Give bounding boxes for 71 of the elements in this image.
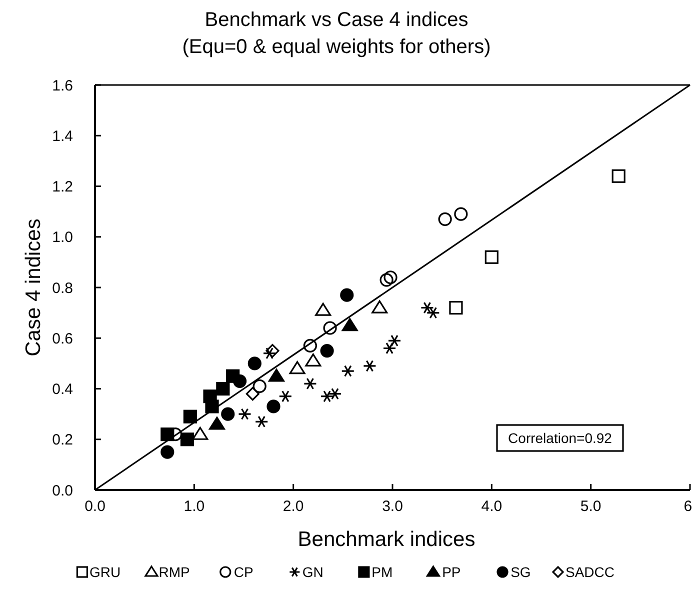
point <box>192 426 208 440</box>
y-axis-title: Case 4 indices <box>22 218 45 356</box>
point <box>183 410 197 424</box>
point <box>305 354 322 367</box>
point <box>384 270 398 284</box>
point <box>362 360 376 372</box>
point <box>454 207 468 221</box>
legend-label: PP <box>442 564 461 580</box>
chart-title: Benchmark vs Case 4 indices <box>204 9 468 31</box>
annotation: Correlation=0.92 <box>508 430 612 446</box>
point <box>303 378 317 390</box>
point <box>315 302 332 316</box>
point <box>320 344 334 358</box>
y-tick-label: 1.2 <box>52 178 73 196</box>
point <box>380 273 394 287</box>
point <box>303 338 317 353</box>
point <box>289 361 306 374</box>
x-tick-label: 6. <box>684 498 693 515</box>
y-tick-label: 0.2 <box>52 432 73 449</box>
y-tick-label: 0.0 <box>52 482 73 500</box>
point <box>248 356 262 370</box>
point <box>438 212 452 226</box>
point <box>205 400 219 414</box>
y-tick-label: 0.6 <box>52 330 73 348</box>
chart-subtitle: (Equ=0 & equal weights for others) <box>182 36 491 58</box>
legend-label: RMP <box>158 564 190 580</box>
y-tick-label: 1.0 <box>52 229 73 246</box>
point <box>238 408 252 420</box>
legend-label: CP <box>234 564 254 580</box>
y-tick-label: 1.4 <box>52 128 73 145</box>
x-tick-label: 2.0 <box>282 498 304 515</box>
point <box>160 428 174 442</box>
point <box>266 400 280 414</box>
point <box>268 368 284 382</box>
point <box>180 432 194 446</box>
y-tick-label: 0.4 <box>52 381 73 398</box>
point <box>340 288 354 302</box>
point <box>372 300 388 314</box>
point <box>320 390 334 402</box>
y-tick-label: 1.6 <box>52 77 73 94</box>
point <box>382 342 396 354</box>
point <box>342 318 358 332</box>
x-tick-label: 0.0 <box>84 498 106 515</box>
point <box>216 382 230 396</box>
point <box>449 300 463 315</box>
point <box>323 321 337 335</box>
point <box>612 169 626 183</box>
legend-label: GRU <box>89 564 121 580</box>
point <box>208 416 225 430</box>
x-tick-label: 1.0 <box>184 498 205 515</box>
legend-label: GN <box>302 564 324 580</box>
y-tick-label: 0.8 <box>52 280 73 297</box>
x-tick-label: 3.0 <box>382 498 403 515</box>
point <box>262 347 276 360</box>
point <box>341 365 355 378</box>
x-tick-label: 5.0 <box>580 498 602 515</box>
point <box>252 379 266 394</box>
point <box>278 390 292 402</box>
point <box>254 416 268 428</box>
point <box>328 388 342 400</box>
point <box>484 250 498 264</box>
legend-label: PM <box>372 564 393 580</box>
legend-label: SG <box>510 564 531 580</box>
x-axis-title: Benchmark indices <box>298 528 476 551</box>
point <box>232 374 247 388</box>
point <box>388 334 402 347</box>
point <box>246 387 260 401</box>
point <box>160 445 174 459</box>
legend-label: SADCC <box>565 564 615 580</box>
x-tick-label: 4.0 <box>481 498 502 515</box>
point <box>221 407 235 421</box>
